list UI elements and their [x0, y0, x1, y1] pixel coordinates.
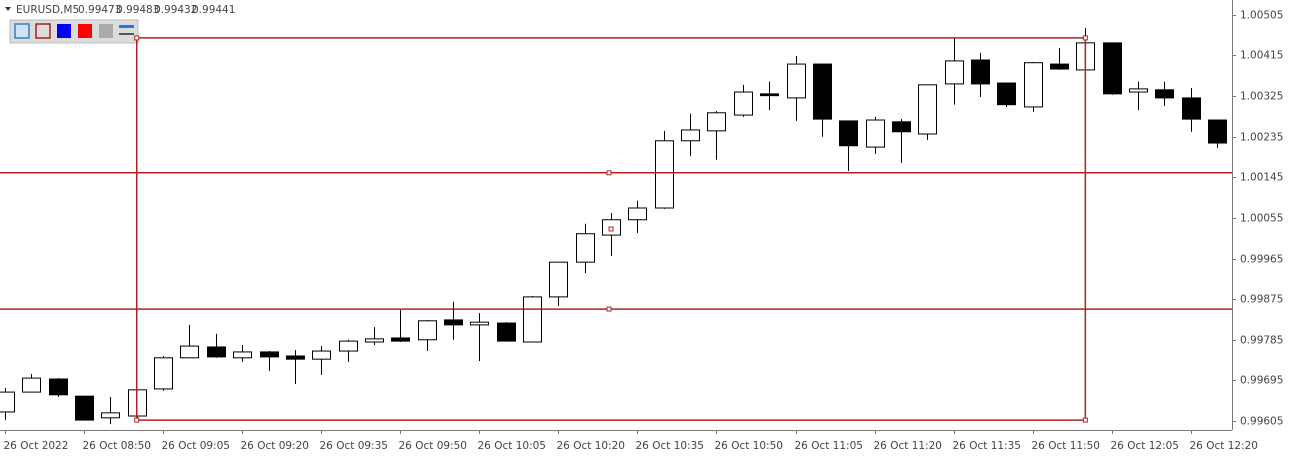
candle-body	[787, 63, 806, 99]
candle-body	[655, 140, 674, 209]
tool-color[interactable]	[14, 23, 30, 39]
candle-body	[75, 395, 94, 421]
candle-body	[1155, 89, 1174, 99]
time-tick-label: 26 Oct 08:50	[83, 440, 151, 452]
plot-area	[0, 27, 1227, 425]
quote-value: 0.99483	[116, 4, 159, 16]
price-tick-label: 1.00325	[1240, 91, 1283, 103]
time-tick-label: 26 Oct 12:05	[1111, 440, 1179, 452]
price-tick-label: 1.00415	[1240, 50, 1283, 62]
candle-body	[1208, 119, 1227, 144]
price-tick-label: 1.00505	[1240, 10, 1283, 22]
candle-body	[734, 91, 753, 116]
time-tick-label: 26 Oct 11:35	[953, 440, 1021, 452]
time-tick-label: 26 Oct 09:35	[320, 440, 388, 452]
candle-body	[918, 84, 937, 135]
price-tick-label: 0.99965	[1240, 254, 1283, 266]
time-tick-label: 26 Oct 09:05	[162, 440, 230, 452]
candle-body	[312, 350, 331, 360]
candle-body	[391, 337, 410, 342]
candle-body	[813, 63, 832, 120]
time-tick-label: 26 Oct 10:05	[478, 440, 546, 452]
rectangle-handle	[1082, 417, 1088, 423]
candle-body	[1182, 97, 1201, 120]
candle-body	[971, 59, 990, 85]
time-tick-label: 26 Oct 09:20	[241, 440, 309, 452]
candle-body	[707, 112, 726, 132]
candle-body	[0, 391, 15, 413]
candle-body	[945, 60, 964, 85]
time-tick-label: 26 Oct 11:20	[874, 440, 942, 452]
candle-body	[549, 261, 568, 298]
price-tick-label: 1.00235	[1240, 132, 1283, 144]
quote-value: 0.99473	[78, 4, 121, 16]
tool-color[interactable]	[35, 23, 51, 39]
candle-body	[418, 320, 437, 341]
quote-value: 0.99432	[154, 4, 197, 16]
time-tick-label: 26 Oct 11:50	[1032, 440, 1100, 452]
candle-body	[1103, 42, 1122, 95]
candle-body	[49, 378, 68, 396]
price-tick-label: 0.99605	[1240, 416, 1283, 428]
candle-body	[523, 296, 542, 343]
candle-body	[866, 119, 885, 148]
candle-body	[260, 351, 279, 358]
candle-body	[180, 345, 199, 359]
price-tick-label: 1.00145	[1240, 172, 1283, 184]
tool-line-style[interactable]	[119, 25, 134, 28]
price-tick-label: 0.99785	[1240, 335, 1283, 347]
quote-value: 0.99441	[192, 4, 235, 16]
candle-body	[760, 93, 779, 97]
candle-body	[286, 355, 305, 360]
rectangle-handle	[134, 35, 140, 41]
candle-body	[233, 351, 252, 359]
candle-body	[681, 129, 700, 142]
price-tick-label: 0.99875	[1240, 294, 1283, 306]
tool-color[interactable]	[57, 24, 71, 38]
toolbar	[9, 19, 139, 44]
time-tick-label: 26 Oct 2022	[4, 440, 69, 452]
time-tick-label: 26 Oct 11:05	[795, 440, 863, 452]
tool-color[interactable]	[99, 24, 113, 38]
collapse-icon[interactable]	[5, 7, 11, 11]
price-tick-label: 1.00055	[1240, 213, 1283, 225]
candle-body	[1129, 88, 1148, 93]
tool-color[interactable]	[78, 24, 92, 38]
candle-body	[339, 340, 358, 352]
line-handle	[606, 306, 612, 312]
candle-body	[628, 207, 647, 221]
candle-body	[444, 319, 463, 326]
rectangle-handle	[134, 417, 140, 423]
candle-body	[207, 346, 226, 358]
candle-body	[497, 322, 516, 342]
tool-line-style[interactable]	[119, 33, 134, 35]
candle-body	[22, 377, 41, 393]
time-tick-label: 26 Oct 10:35	[636, 440, 704, 452]
candle-body	[576, 233, 595, 263]
candle-body	[365, 338, 384, 343]
candle-body	[1024, 62, 1043, 108]
candle-body	[892, 121, 911, 133]
rectangle-handle	[608, 226, 614, 232]
time-tick-label: 26 Oct 12:20	[1190, 440, 1258, 452]
time-tick-label: 26 Oct 10:20	[557, 440, 625, 452]
time-tick-label: 26 Oct 10:50	[715, 440, 783, 452]
symbol-title: EURUSD,M5	[16, 4, 79, 16]
price-tick-label: 0.99695	[1240, 375, 1283, 387]
time-tick-label: 26 Oct 09:50	[399, 440, 467, 452]
candle-body	[997, 82, 1016, 106]
candle-body	[101, 412, 120, 419]
candle-body	[1050, 63, 1069, 70]
candle-body	[839, 120, 858, 147]
candle-body	[154, 357, 173, 390]
candle-body	[470, 321, 489, 326]
rectangle-handle	[1082, 35, 1088, 41]
line-handle	[606, 170, 612, 176]
